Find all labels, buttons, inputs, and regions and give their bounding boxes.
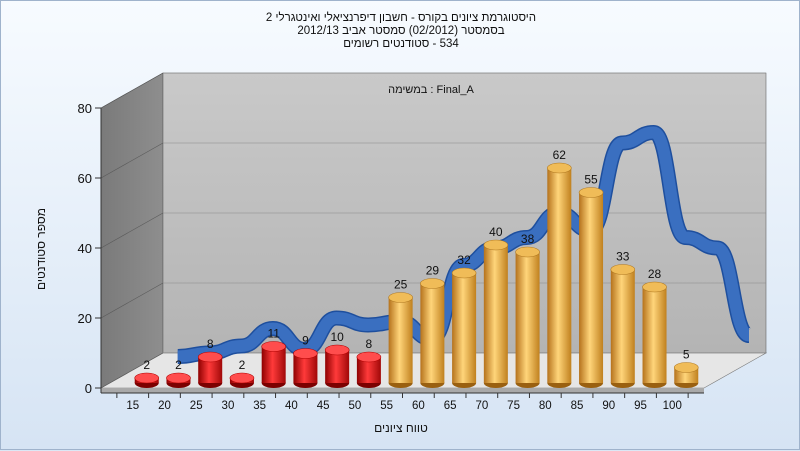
histogram-bar <box>166 372 191 388</box>
histogram-bar <box>515 246 540 388</box>
x-tick-label: 95 <box>634 400 647 412</box>
x-tick-label: 60 <box>412 400 425 412</box>
bar-value-label: 62 <box>553 148 567 162</box>
histogram-bar <box>578 187 604 388</box>
bar-value-label: 25 <box>394 278 408 292</box>
trend-ribbon <box>177 126 752 363</box>
bar-value-label: 28 <box>648 267 662 281</box>
y-tick-label: 60 <box>78 171 92 186</box>
chart-title-line-3: 534 - סטודנטים רשומים <box>343 38 459 50</box>
y-tick-label: 40 <box>78 241 92 256</box>
bar-value-label: 8 <box>366 337 373 351</box>
x-tick-label: 35 <box>253 400 266 412</box>
bar-value-label: 29 <box>426 264 440 278</box>
gridline-side <box>100 352 164 389</box>
x-tick-label: 80 <box>539 400 552 412</box>
histogram-bar <box>293 348 318 388</box>
histogram-bar <box>356 351 382 388</box>
gridline-side <box>100 282 164 319</box>
x-tick-label: 45 <box>317 400 330 412</box>
bar-value-label: 2 <box>239 358 246 372</box>
x-tick-label: 100 <box>663 400 682 412</box>
x-tick-label: 90 <box>602 400 615 412</box>
bar-value-label: 32 <box>457 253 471 267</box>
gridline-side <box>100 72 164 109</box>
histogram-bar <box>134 372 160 388</box>
chart-title-line-1: היסטוגרמת ציונים בקורס - חשבון דיפרנציאל… <box>265 12 537 24</box>
histogram-bar <box>324 344 350 388</box>
histogram-bar <box>610 264 636 388</box>
gridline-side <box>100 142 164 179</box>
x-tick-label: 70 <box>475 400 488 412</box>
bar-value-label: 38 <box>521 232 535 246</box>
bar-value-label: 10 <box>330 330 344 344</box>
bar-value-label: 11 <box>267 327 280 341</box>
histogram-bar <box>229 372 255 388</box>
bar-value-label: 2 <box>175 358 182 372</box>
bar-value-label: 5 <box>683 348 690 362</box>
x-tick-label: 15 <box>126 400 139 412</box>
bar-value-label: 2 <box>143 358 150 372</box>
histogram-bar <box>451 267 477 388</box>
histogram-bar <box>483 239 509 388</box>
gridline-side <box>100 212 164 249</box>
floor-front-edge <box>101 388 704 393</box>
x-tick-label: 75 <box>507 400 520 412</box>
histogram-bar <box>420 278 445 388</box>
bar-value-label: 9 <box>302 334 309 348</box>
chart-title-line-2: בסמסטר (02/2012) סמסטר אביב 2012/13 <box>297 25 505 37</box>
y-tick-label: 80 <box>78 101 92 116</box>
histogram-bar <box>642 281 667 388</box>
histogram-bar <box>388 292 413 388</box>
histogram-bar <box>261 341 286 388</box>
x-tick-label: 85 <box>571 400 584 412</box>
x-tick-label: 20 <box>158 400 171 412</box>
x-tick-label: 65 <box>444 400 457 412</box>
histogram-bar <box>673 362 699 388</box>
y-tick-label: 0 <box>85 381 92 396</box>
bar-value-label: 33 <box>616 250 630 264</box>
task-label: במשימה : Final_A <box>388 84 474 96</box>
x-tick-label: 55 <box>380 400 393 412</box>
bar-value-label: 55 <box>584 173 598 187</box>
x-tick-label: 50 <box>348 400 361 412</box>
y-tick-label: 20 <box>78 311 92 326</box>
y-axis-title: מספר סטודנטים <box>34 208 48 290</box>
x-tick-label: 30 <box>222 400 235 412</box>
x-tick-label: 40 <box>285 400 298 412</box>
histogram-bar <box>547 162 572 388</box>
x-axis-title: טווח ציונים <box>374 421 428 435</box>
bar-value-label: 40 <box>489 225 503 239</box>
bar-value-label: 8 <box>207 337 214 351</box>
histogram-bar <box>197 351 223 388</box>
x-tick-label: 25 <box>190 400 203 412</box>
